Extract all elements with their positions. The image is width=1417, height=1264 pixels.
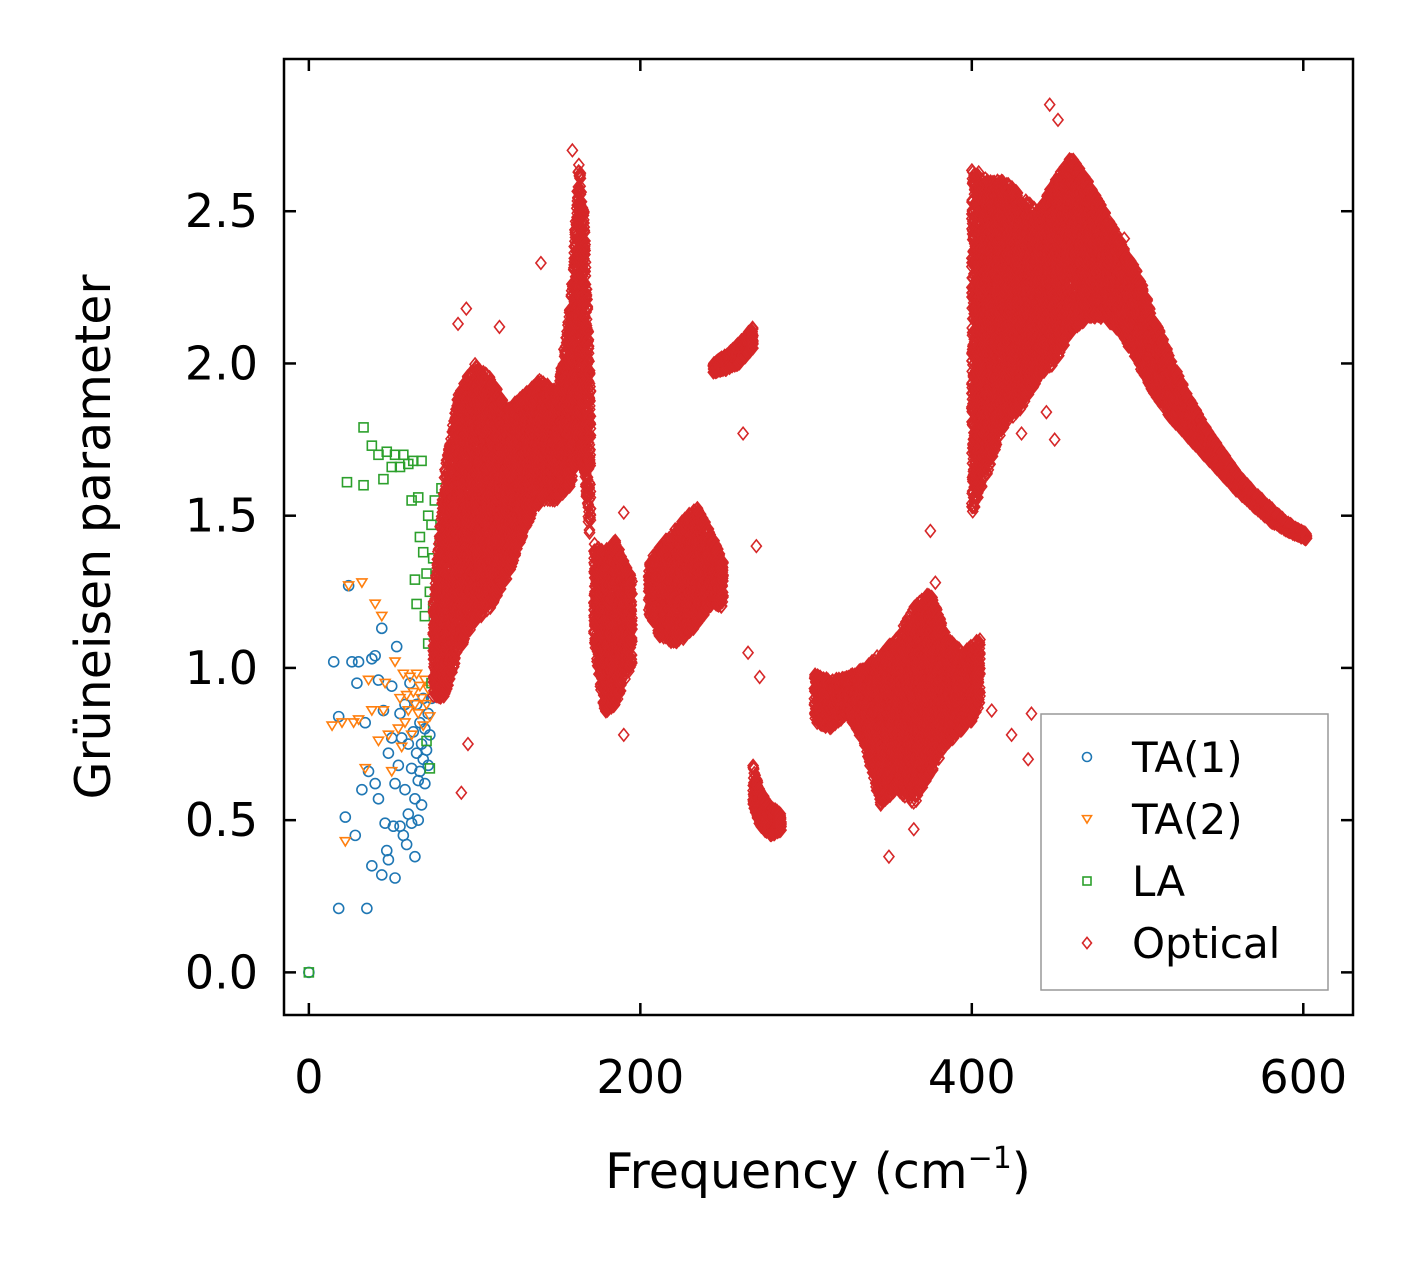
data-point [408, 699, 422, 711]
series-ta-1- [303, 579, 438, 979]
data-point [410, 669, 424, 681]
data-point [391, 724, 405, 735]
data-point [393, 693, 407, 705]
data-point [422, 759, 434, 772]
data-point [424, 729, 436, 741]
data-point [389, 777, 401, 790]
data-point [375, 611, 389, 623]
data-point [385, 766, 399, 778]
data-point [409, 574, 421, 585]
data-point [406, 687, 420, 699]
data-point [381, 730, 395, 741]
data-point [378, 678, 392, 690]
data-point [400, 690, 414, 702]
data-point [411, 598, 422, 610]
data-point [339, 811, 352, 823]
data-point [362, 675, 375, 687]
data-point [423, 712, 437, 723]
data-point [409, 850, 421, 863]
series-ta-2- [325, 578, 437, 848]
data-point [382, 853, 395, 866]
data-point [421, 568, 432, 579]
data-point [355, 578, 369, 589]
data-point [325, 721, 339, 732]
data-point [405, 817, 418, 829]
data-point [358, 479, 369, 491]
data-point [421, 735, 432, 747]
data-point [375, 622, 388, 635]
data-point [352, 715, 366, 726]
series-layer [303, 97, 1313, 979]
data-point [415, 693, 428, 705]
data-point [414, 531, 426, 543]
data-point [368, 599, 382, 611]
data-point [400, 838, 413, 851]
data-point [341, 476, 353, 488]
data-point [346, 656, 358, 668]
data-point [358, 763, 372, 775]
data-point [356, 783, 368, 796]
data-point [382, 747, 395, 759]
data-point [377, 705, 390, 717]
data-point [372, 793, 385, 805]
data-point [375, 869, 388, 881]
data-point [352, 656, 365, 668]
data-point [395, 742, 409, 754]
data-point [403, 672, 417, 684]
data-point [387, 820, 400, 833]
data-point [365, 705, 379, 717]
data-point [349, 829, 362, 842]
data-point [390, 640, 403, 653]
data-point [335, 718, 349, 729]
data-point [419, 777, 431, 790]
data-point [416, 455, 427, 467]
data-point [366, 860, 378, 872]
data-point [416, 721, 430, 732]
data-point [369, 777, 381, 790]
data-point [410, 747, 423, 759]
data-point [417, 546, 429, 558]
data-point [327, 656, 340, 668]
data-point [351, 677, 363, 689]
data-point [424, 763, 436, 774]
data-point [405, 730, 419, 741]
data-point [412, 814, 425, 826]
data-point [358, 422, 369, 433]
data-point [378, 473, 389, 485]
data-point [332, 902, 345, 915]
data-point [361, 902, 373, 915]
data-point [303, 967, 315, 978]
data-point [415, 799, 428, 811]
data-point [389, 872, 401, 884]
data-point [399, 783, 411, 796]
data-point [342, 581, 356, 592]
series-optical [427, 97, 1313, 865]
data-point [369, 649, 381, 662]
data-point [412, 492, 424, 503]
data-point [388, 657, 402, 668]
data-point [420, 699, 433, 711]
data-point [366, 440, 378, 451]
data-point [338, 836, 352, 848]
data-point [413, 681, 427, 693]
data-point [409, 793, 421, 805]
data-point [411, 709, 425, 720]
data-point [366, 652, 378, 665]
data-point [392, 759, 405, 772]
data-point [398, 718, 412, 729]
data-point [406, 495, 417, 506]
data-point [347, 718, 361, 729]
data-point [372, 736, 385, 748]
data-point [401, 705, 415, 717]
